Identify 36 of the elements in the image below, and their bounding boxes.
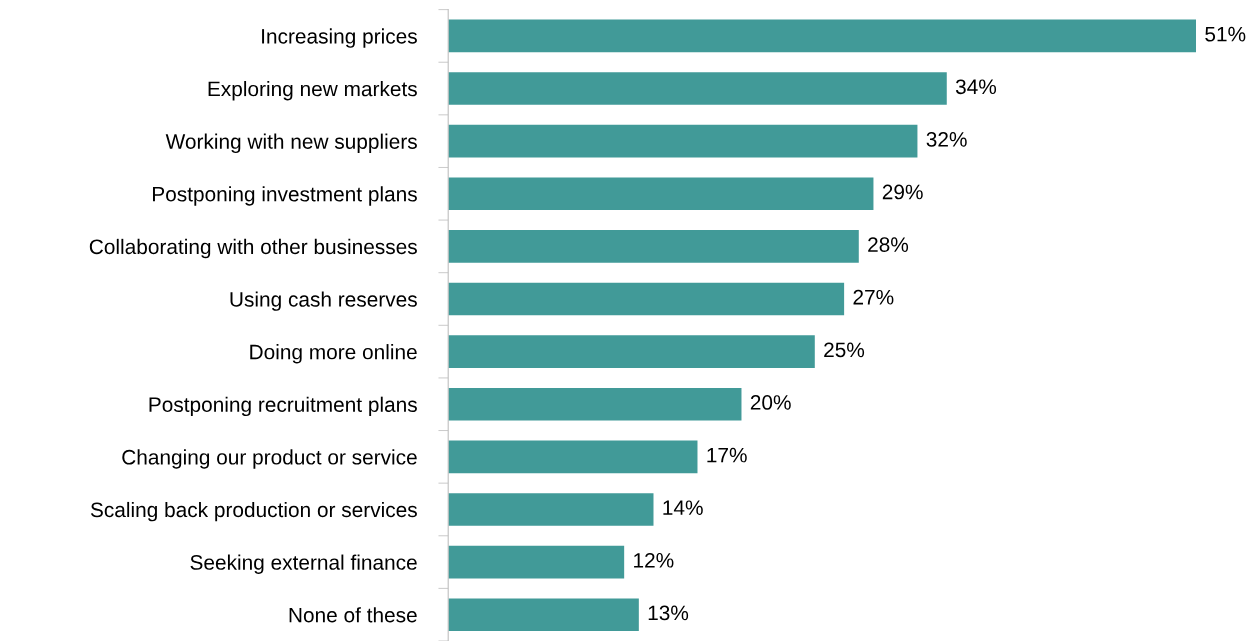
data-label: 51%	[1205, 26, 1246, 42]
y-tick-label: Doing more online	[250, 344, 417, 364]
y-tick-label: Seeking external finance	[190, 554, 417, 574]
data-label: 13%	[648, 605, 689, 621]
y-tick-label: Changing our product or service	[122, 449, 417, 469]
data-label: 34%	[955, 79, 997, 95]
bar	[448, 335, 815, 368]
y-tick-label: None of these	[289, 607, 417, 623]
y-tick-label: Increasing prices	[262, 28, 417, 48]
bar	[448, 72, 947, 105]
bar	[448, 598, 639, 631]
y-tick-label: Postponing investment plans	[153, 186, 417, 206]
data-label: 20%	[750, 395, 791, 410]
bar	[448, 177, 874, 211]
data-label: 17%	[707, 447, 747, 463]
bar	[448, 387, 742, 421]
y-tick-label: Collaborating with other businesses	[89, 238, 417, 259]
y-tick-label: Postponing recruitment plans	[149, 396, 417, 417]
bar	[448, 230, 859, 263]
data-label: 27%	[853, 289, 894, 305]
bar	[448, 124, 918, 158]
bar	[448, 440, 698, 474]
data-label: 29%	[882, 184, 923, 200]
y-tick-label: Scaling back production or services	[90, 501, 417, 522]
data-label: 25%	[824, 342, 865, 358]
bar	[448, 19, 1197, 53]
data-label: 12%	[634, 552, 674, 568]
data-label: 14%	[663, 500, 703, 515]
bar	[448, 282, 845, 316]
y-tick-label: Working with new suppliers	[165, 133, 417, 154]
y-tick-label: Using cash reserves	[230, 291, 417, 311]
bar	[448, 545, 625, 579]
data-label: 28%	[868, 237, 909, 252]
y-tick-label: Exploring new markets	[208, 80, 417, 101]
bar	[448, 493, 654, 526]
data-label: 32%	[926, 131, 967, 147]
